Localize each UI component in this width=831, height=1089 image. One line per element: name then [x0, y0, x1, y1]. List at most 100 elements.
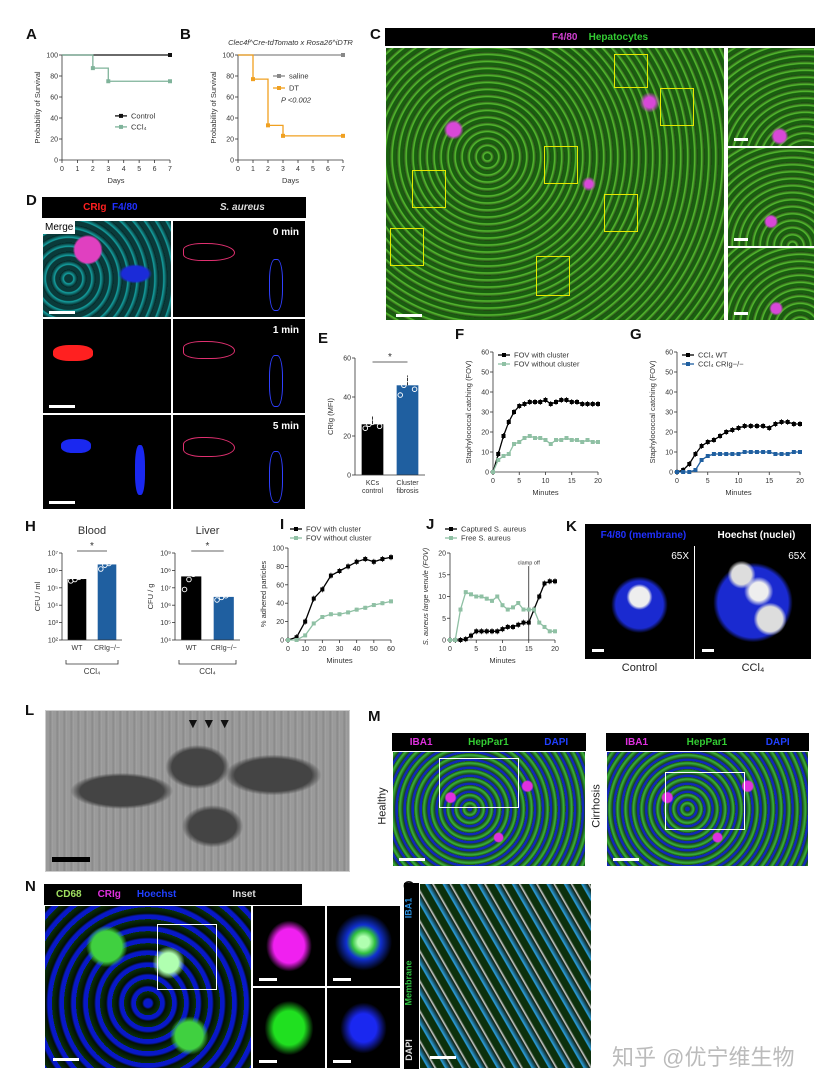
- panel-label-d: D: [26, 192, 37, 209]
- data-marker: [596, 402, 600, 406]
- y-tick-label: 15: [438, 572, 446, 579]
- legend-label: DT: [289, 84, 299, 93]
- data-marker: [303, 633, 308, 638]
- x-tick-label: 20: [594, 478, 602, 485]
- data-marker: [548, 402, 553, 406]
- scale-bar: [702, 649, 714, 652]
- watermark: 知乎 @优宁维生物: [612, 1045, 795, 1070]
- y-tick-label: 20: [481, 430, 489, 437]
- data-marker: [469, 633, 473, 638]
- y-tick-label: 100: [222, 53, 234, 60]
- y-tick-label: 10: [665, 450, 673, 457]
- data-marker: [547, 579, 552, 584]
- y-tick-label: 20: [226, 137, 234, 144]
- iba1-label: IBA1: [409, 736, 433, 748]
- legend-label: Captured S. aureus: [461, 525, 526, 534]
- data-point: [80, 573, 86, 580]
- y-tick-label: 20: [343, 434, 351, 441]
- data-marker: [569, 400, 574, 404]
- panel-label-n: N: [25, 878, 36, 895]
- y-tick-label: 80: [276, 564, 284, 571]
- x-tick-label: 1: [75, 166, 79, 173]
- y-tick-label: 10⁴: [47, 603, 58, 610]
- x-tick-label: 4: [122, 166, 126, 173]
- legend-marker: [449, 527, 453, 531]
- data-marker: [687, 462, 692, 466]
- hoechst-label: Hoechst: [136, 889, 177, 900]
- y-tick-label: 0: [442, 638, 446, 645]
- significance-marker: *: [206, 541, 210, 552]
- category-label: CRIg−/−: [211, 645, 237, 652]
- legend-label: FOV with cluster: [514, 351, 570, 360]
- scale-bar: [49, 501, 75, 504]
- data-marker: [511, 624, 515, 629]
- roi-box: [604, 194, 638, 232]
- p-value-annotation: P <0.002: [281, 95, 312, 104]
- saureus-venule-chart-j: 0 5 10 15 20 S. aureus large venule (FOV) 0 5 10…: [421, 525, 559, 666]
- data-marker: [569, 438, 574, 442]
- bar: [213, 596, 234, 640]
- inset-cd68: [252, 987, 326, 1069]
- data-marker: [761, 424, 766, 428]
- saureus-label: S. aureus: [219, 202, 265, 213]
- panel-m-header-cirrhosis: IBA1 HepPar1 DAPI: [606, 733, 809, 751]
- magnification-label: 65X: [671, 551, 689, 562]
- data-marker: [785, 420, 790, 424]
- scale-bar: [613, 858, 639, 861]
- series-line: [62, 54, 170, 82]
- data-marker: [501, 454, 506, 458]
- data-marker: [479, 629, 484, 634]
- data-marker: [311, 596, 316, 601]
- heppar1-label: HepPar1: [468, 736, 509, 748]
- time-label: 5 min: [272, 421, 299, 432]
- x-tick-label: 10: [301, 646, 309, 653]
- x-tick-label: 6: [326, 166, 330, 173]
- f480-outline: [269, 355, 283, 407]
- data-point: [223, 592, 229, 599]
- data-marker: [724, 430, 729, 434]
- data-marker: [687, 470, 692, 474]
- y-tick-label: 0: [485, 470, 489, 477]
- y-axis-label: Probability of Survival: [33, 71, 42, 143]
- legend-marker: [119, 113, 123, 118]
- data-marker: [490, 598, 494, 603]
- data-marker: [533, 436, 537, 440]
- data-marker: [718, 452, 723, 456]
- legend-label: FOV with cluster: [306, 525, 362, 534]
- time-label: 1 min: [272, 325, 299, 336]
- data-marker: [469, 592, 473, 597]
- data-marker: [554, 400, 558, 404]
- inset-box: [157, 924, 217, 990]
- survival-chart-a: 0 20 40 60 80 100 Probability of Survival 0 1 2 3 4…: [33, 53, 172, 186]
- f480-channel-image: [42, 414, 172, 510]
- inset-hoechst: [326, 987, 401, 1069]
- data-point: [401, 382, 407, 389]
- data-marker: [527, 400, 532, 404]
- data-marker: [754, 424, 759, 428]
- y-tick-label: 10²: [48, 638, 59, 645]
- legend-marker: [294, 536, 298, 540]
- data-marker: [303, 619, 308, 624]
- crig-outline: [183, 243, 235, 261]
- panel-label-b: B: [180, 26, 191, 43]
- healthy-label: Healthy: [376, 787, 389, 825]
- data-marker: [798, 422, 802, 426]
- data-point: [408, 374, 414, 381]
- data-marker: [543, 438, 548, 442]
- y-tick-label: 20: [276, 619, 284, 626]
- category-label: KCs: [366, 480, 380, 487]
- data-marker: [699, 458, 704, 462]
- scale-bar: [396, 314, 422, 317]
- crig-label: CRIg: [83, 202, 107, 213]
- y-axis-label: Probability of Survival: [209, 71, 218, 143]
- data-marker: [559, 398, 564, 402]
- data-marker: [553, 579, 557, 584]
- data-point: [186, 576, 192, 583]
- group-label: CCl₄: [84, 667, 101, 676]
- scale-bar: [52, 857, 90, 862]
- y-tick-label: 0: [669, 470, 673, 477]
- data-marker: [554, 438, 558, 442]
- category-label: Cluster: [396, 480, 419, 487]
- data-marker: [693, 468, 698, 472]
